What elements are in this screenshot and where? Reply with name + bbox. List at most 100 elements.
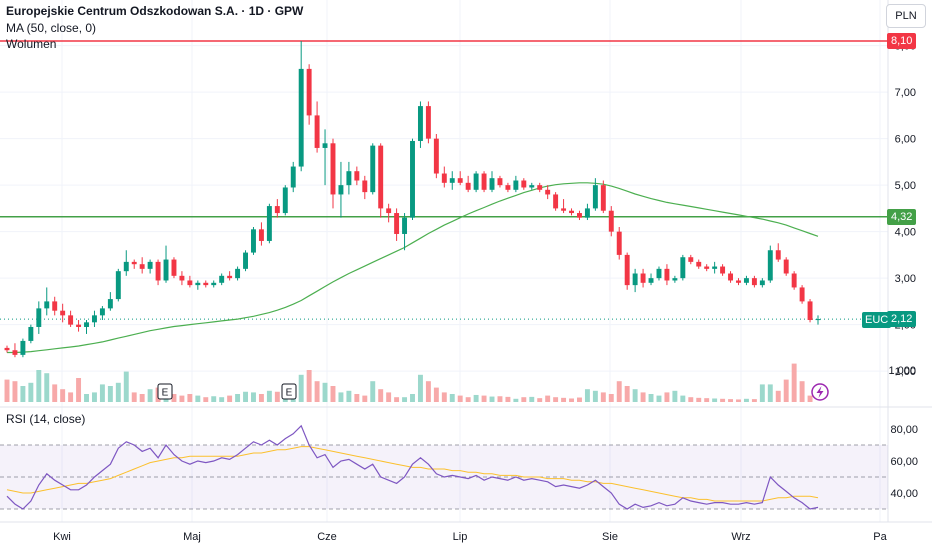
candle-body: [608, 210, 614, 232]
volume-bar: [84, 394, 89, 402]
candle: [743, 275, 749, 286]
candle-body: [481, 173, 487, 190]
candle: [696, 259, 702, 269]
candle: [99, 306, 105, 320]
candle-body: [664, 268, 670, 281]
candle: [251, 227, 256, 255]
symbol-tag: EUC: [862, 312, 892, 328]
candle: [513, 175, 519, 193]
candle: [672, 275, 678, 283]
candle-body: [720, 266, 726, 274]
candle-body: [314, 115, 320, 148]
candle: [441, 166, 447, 188]
volume-bar: [44, 373, 50, 402]
candle: [386, 203, 392, 223]
volume-bar: [632, 389, 638, 402]
candle: [489, 171, 495, 193]
resistance-price-label: 8,10: [887, 33, 917, 49]
candle: [219, 273, 225, 286]
candle: [195, 280, 201, 290]
ma-indicator-label[interactable]: MA (50, close, 0): [6, 21, 97, 35]
candle-body: [624, 254, 630, 286]
candle-body: [505, 185, 511, 190]
volume-indicator-label[interactable]: Wolumen: [6, 37, 57, 51]
candle: [664, 264, 670, 286]
candle: [680, 254, 686, 281]
candle-body: [155, 261, 161, 281]
candle-body: [227, 275, 233, 279]
candle: [720, 264, 726, 276]
volume-bar: [712, 398, 718, 402]
volume-bar: [696, 397, 702, 402]
rsi-tick-label: 60,00: [890, 456, 918, 468]
volume-bar: [362, 395, 368, 402]
candle-body: [441, 173, 447, 183]
candle-body: [537, 185, 543, 190]
candle-body: [592, 185, 598, 209]
candle-body: [728, 273, 734, 281]
candle: [338, 161, 344, 218]
candle: [449, 171, 455, 190]
candle-body: [20, 340, 26, 355]
volume-bar: [481, 395, 487, 402]
lightning-icon[interactable]: [811, 383, 829, 401]
candle-body: [815, 319, 821, 321]
candle: [640, 268, 646, 288]
volume-bar: [4, 379, 10, 402]
volume-bar: [211, 396, 217, 402]
volume-bar: [441, 392, 447, 402]
candle-body: [584, 208, 590, 218]
candle-body: [521, 180, 527, 188]
candle: [688, 254, 694, 265]
candle: [330, 138, 336, 209]
volume-bar: [529, 396, 535, 402]
candle: [147, 259, 153, 274]
candle-body: [36, 308, 42, 327]
volume-bar: [799, 381, 805, 402]
candle: [290, 161, 296, 193]
candle-body: [807, 301, 813, 320]
candle-body: [44, 301, 50, 309]
volume-bar: [688, 397, 694, 402]
candle-body: [497, 178, 503, 186]
candle-body: [394, 213, 400, 234]
candle-body: [513, 180, 519, 190]
time-tick-label: Lip: [453, 531, 468, 543]
candle-body: [712, 266, 718, 269]
volume-bar: [131, 392, 137, 402]
candle: [282, 185, 288, 216]
candle-body: [115, 271, 121, 300]
volume-bar: [449, 394, 455, 402]
candle-body: [656, 268, 662, 279]
candle: [346, 161, 352, 195]
earnings-marker[interactable]: E: [157, 383, 173, 400]
volume-bar: [600, 392, 606, 402]
ma-series-line: [7, 182, 819, 354]
candle: [410, 138, 415, 221]
candle: [76, 320, 82, 332]
volume-bar: [147, 389, 153, 402]
price-tick-label: 5,00: [895, 180, 916, 192]
candle-body: [131, 261, 137, 265]
volume-bar: [258, 394, 264, 402]
candle: [370, 143, 376, 195]
candle-body: [107, 299, 113, 309]
volume-bar: [52, 384, 58, 402]
candle-body: [60, 310, 66, 316]
candle-body: [52, 301, 58, 311]
volume-bar: [266, 390, 272, 402]
candle: [417, 101, 423, 148]
volume-bar: [736, 399, 741, 402]
volume-bar: [545, 395, 551, 402]
rsi-indicator-label[interactable]: RSI (14, close): [6, 412, 86, 426]
earnings-marker[interactable]: E: [281, 383, 297, 400]
volume-bar: [386, 392, 392, 402]
volume-bar: [187, 394, 193, 402]
currency-button[interactable]: PLN: [886, 4, 926, 28]
candle-body: [12, 350, 18, 355]
candle-body: [346, 171, 352, 186]
candle: [592, 178, 598, 211]
candle: [354, 166, 360, 186]
volume-bar: [465, 397, 471, 402]
